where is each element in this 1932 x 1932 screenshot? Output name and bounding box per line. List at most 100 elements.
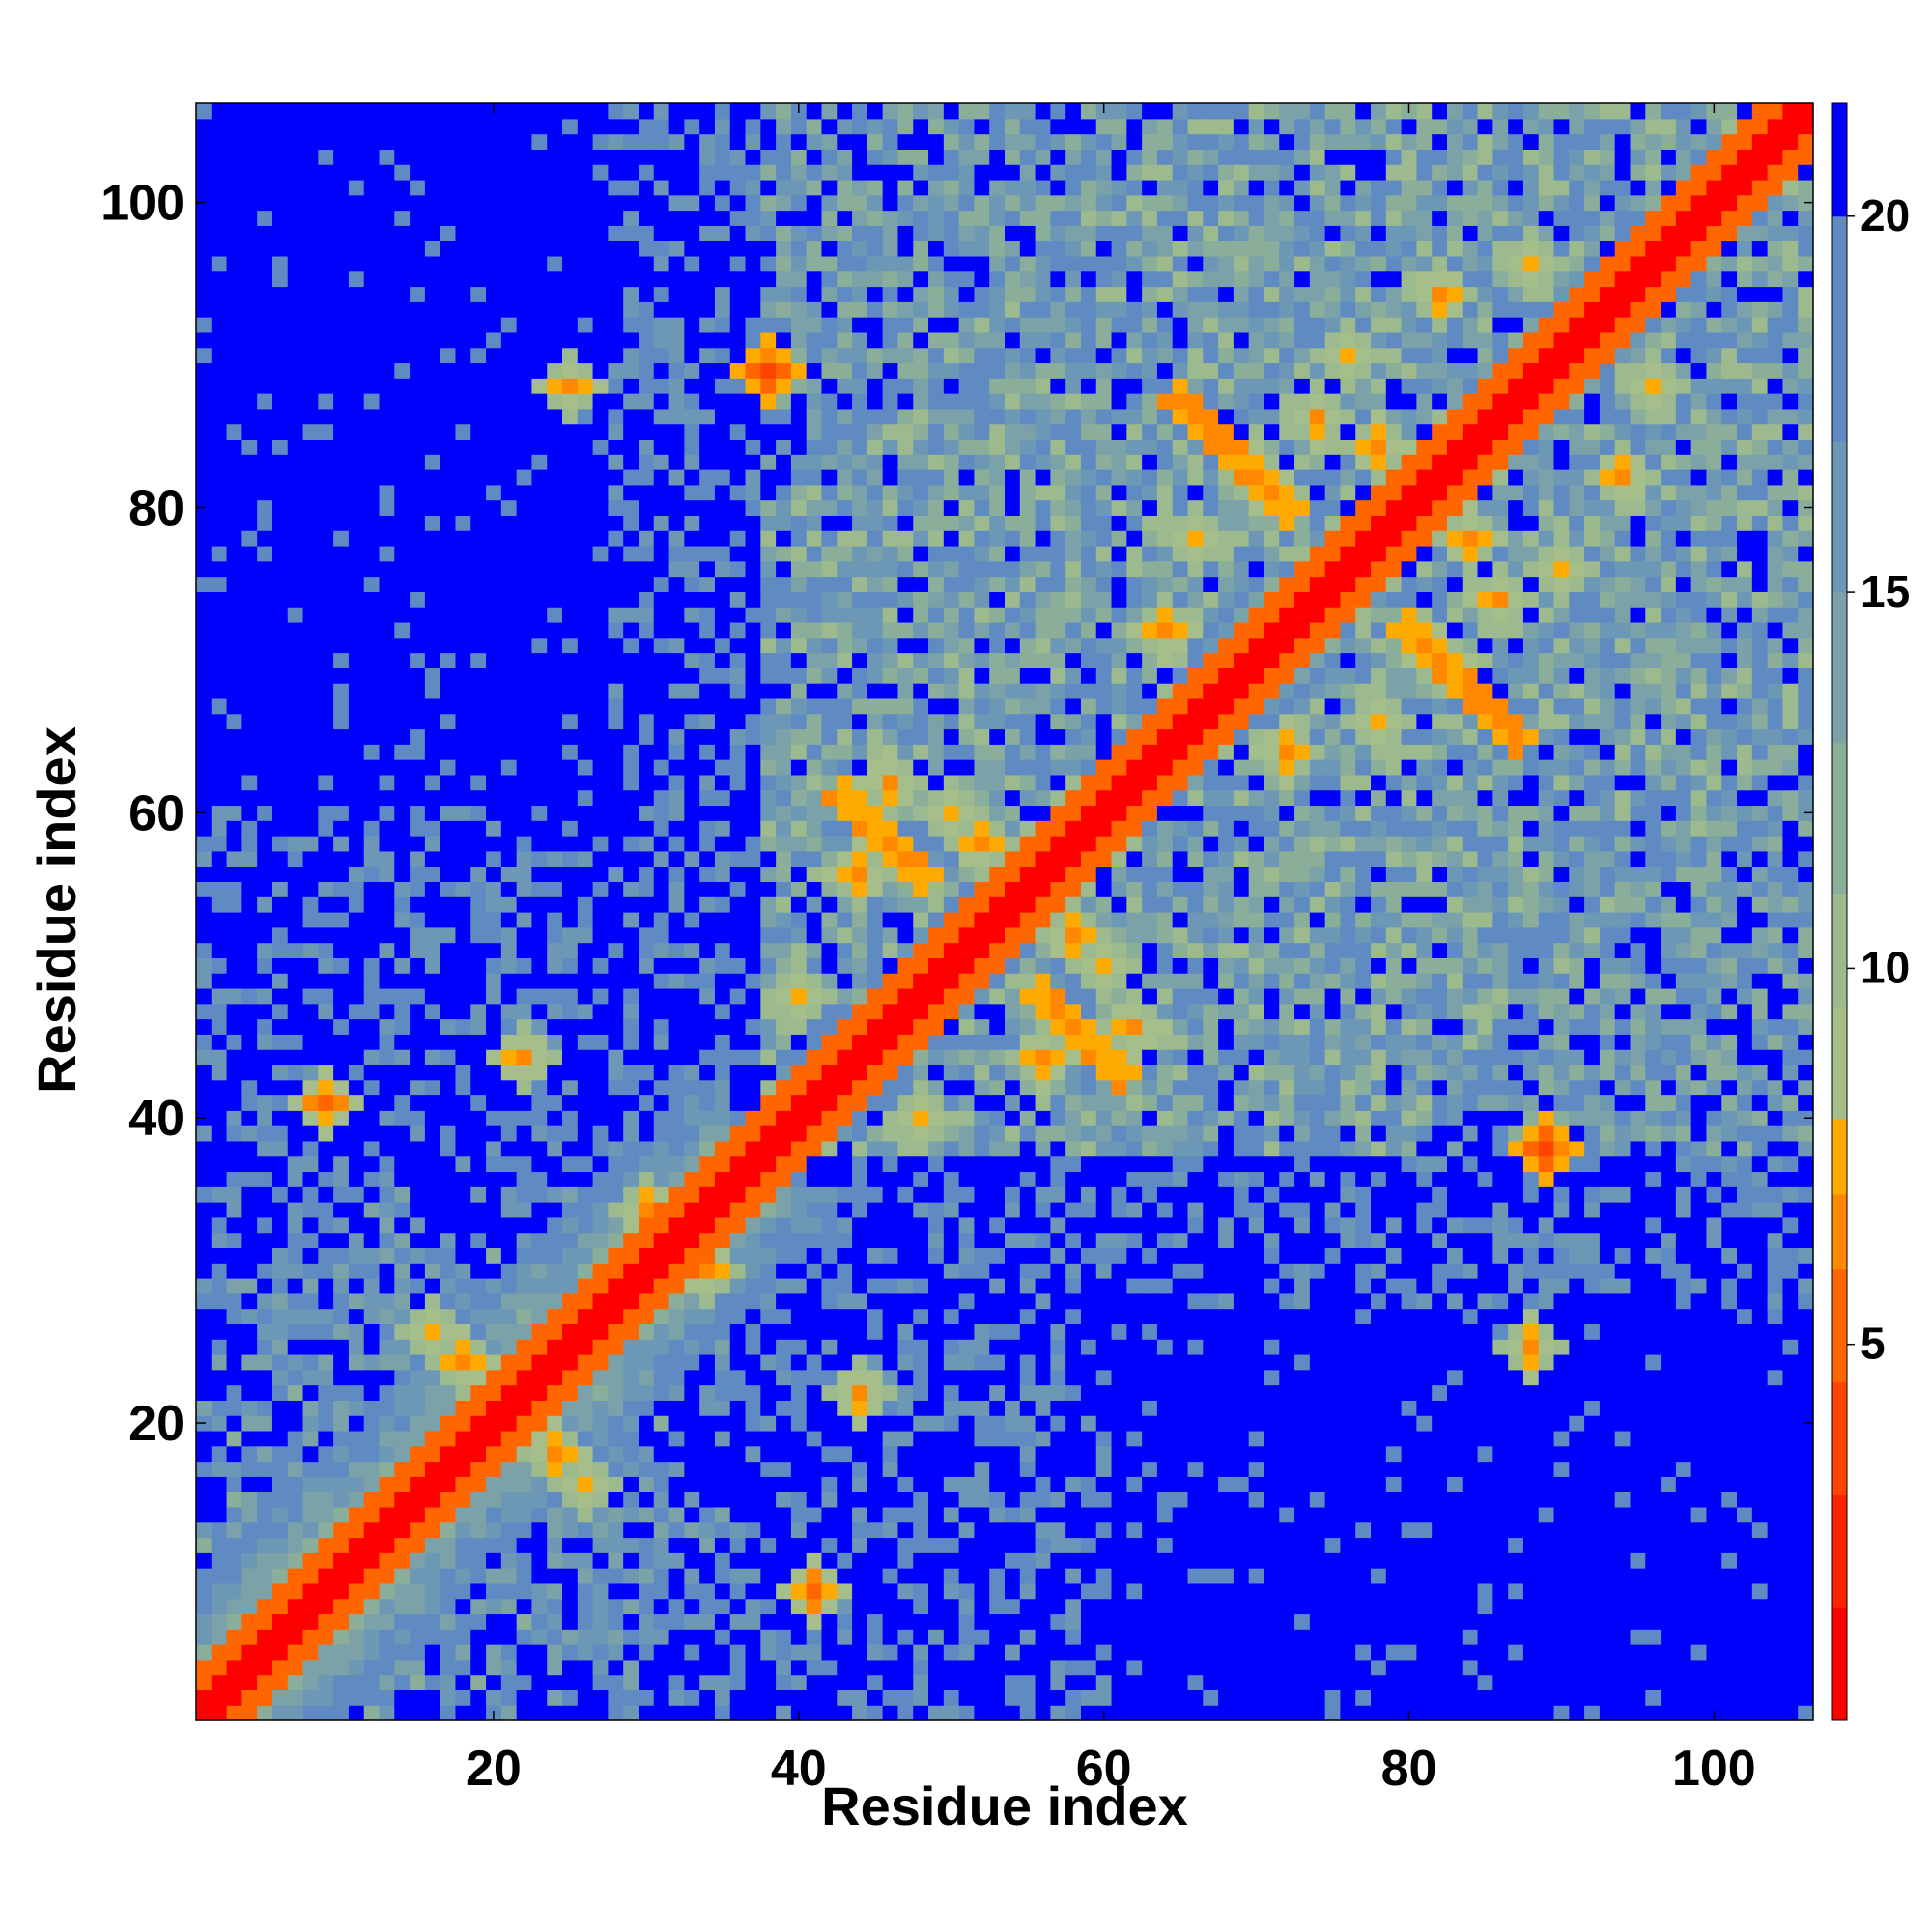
heatmap-cell xyxy=(653,1232,670,1249)
heatmap-cell xyxy=(668,759,685,776)
heatmap-cell xyxy=(500,1369,518,1386)
heatmap-cell xyxy=(745,194,761,212)
heatmap-cell xyxy=(653,1339,670,1355)
heatmap-cell xyxy=(196,454,213,470)
heatmap-cell xyxy=(379,1369,395,1386)
heatmap-cell xyxy=(379,850,395,867)
heatmap-cell xyxy=(455,499,471,516)
heatmap-cell xyxy=(806,926,823,944)
heatmap-cell xyxy=(608,728,624,745)
heatmap-cell xyxy=(821,1613,838,1630)
heatmap-cell xyxy=(547,957,563,974)
heatmap-cell xyxy=(867,1247,884,1264)
heatmap-cell xyxy=(852,668,868,684)
heatmap-cell xyxy=(302,1094,319,1111)
heatmap-cell xyxy=(714,454,731,470)
heatmap-cell xyxy=(699,454,716,470)
heatmap-cell xyxy=(745,1293,761,1310)
heatmap-cell xyxy=(394,286,411,302)
heatmap-cell xyxy=(592,194,609,212)
heatmap-cell xyxy=(882,1049,899,1065)
heatmap-cell xyxy=(867,408,884,425)
heatmap-cell xyxy=(623,1110,639,1126)
heatmap-cell xyxy=(699,1415,716,1432)
heatmap-cell xyxy=(363,1353,381,1371)
heatmap-cell xyxy=(271,576,289,592)
heatmap-cell xyxy=(806,133,823,150)
heatmap-cell xyxy=(608,576,624,592)
heatmap-cell xyxy=(455,194,471,212)
heatmap-cell xyxy=(531,1568,548,1584)
heatmap-cell xyxy=(318,1582,334,1600)
heatmap-cell xyxy=(271,820,289,837)
heatmap-cell xyxy=(776,499,792,516)
heatmap-cell xyxy=(455,1659,471,1676)
heatmap-cell xyxy=(837,759,853,776)
heatmap-cell xyxy=(271,896,289,913)
heatmap-cell xyxy=(211,1506,228,1523)
heatmap-cell xyxy=(653,1613,670,1630)
heatmap-cell xyxy=(867,1308,884,1324)
heatmap-cell xyxy=(500,1353,518,1371)
heatmap-cell xyxy=(547,926,563,944)
heatmap-cell xyxy=(470,393,487,410)
heatmap-cell xyxy=(348,912,365,928)
heatmap-cell xyxy=(608,987,624,1005)
heatmap-cell xyxy=(287,1323,304,1340)
heatmap-cell xyxy=(211,1018,228,1035)
heatmap-cell xyxy=(668,912,685,928)
heatmap-cell xyxy=(211,1674,228,1691)
heatmap-cell xyxy=(608,1659,624,1676)
heatmap-cell xyxy=(287,210,304,226)
heatmap-cell xyxy=(500,133,518,150)
heatmap-cell xyxy=(837,744,853,760)
heatmap-cell xyxy=(821,1308,838,1324)
heatmap-cell xyxy=(592,942,609,958)
heatmap-cell xyxy=(440,133,457,150)
heatmap-cell xyxy=(394,1125,411,1142)
heatmap-cell xyxy=(592,560,609,578)
heatmap-cell xyxy=(348,621,365,639)
heatmap-cell xyxy=(257,164,273,181)
heatmap-cell xyxy=(211,896,228,913)
heatmap-cell xyxy=(668,1155,685,1173)
heatmap-cell xyxy=(333,652,350,668)
heatmap-cell xyxy=(379,987,395,1005)
heatmap-cell xyxy=(547,1110,563,1126)
heatmap-cell xyxy=(470,881,487,897)
heatmap-cell xyxy=(287,1003,304,1020)
heatmap-cell xyxy=(455,378,471,394)
heatmap-cell xyxy=(577,1353,594,1371)
heatmap-cell xyxy=(592,1537,609,1553)
heatmap-cell xyxy=(211,621,228,639)
heatmap-cell xyxy=(562,255,579,272)
heatmap-cell xyxy=(455,1461,471,1477)
heatmap-cell xyxy=(776,179,792,196)
heatmap-cell xyxy=(211,774,228,791)
heatmap-cell xyxy=(500,637,518,654)
heatmap-cell xyxy=(531,1598,548,1615)
heatmap-cell xyxy=(760,194,777,212)
heatmap-cell xyxy=(531,1263,548,1279)
heatmap-cell xyxy=(242,179,258,196)
heatmap-cell xyxy=(516,1216,533,1234)
heatmap-cell xyxy=(348,1568,365,1584)
heatmap-cell xyxy=(882,1293,899,1310)
heatmap-cell xyxy=(867,149,884,165)
heatmap-cell xyxy=(302,1506,319,1523)
heatmap-cell xyxy=(470,1140,487,1157)
heatmap-cell xyxy=(424,241,441,257)
heatmap-cell xyxy=(379,1125,395,1142)
heatmap-cell xyxy=(379,1415,395,1432)
heatmap-cell xyxy=(257,1445,273,1463)
heatmap-cell xyxy=(242,1216,258,1234)
heatmap-cell xyxy=(821,850,838,867)
heatmap-cell xyxy=(547,301,563,318)
heatmap-cell xyxy=(714,1659,731,1676)
heatmap-cell xyxy=(623,836,639,852)
heatmap-cell xyxy=(440,1705,457,1721)
heatmap-cell xyxy=(333,118,350,135)
heatmap-cell xyxy=(410,850,426,867)
heatmap-cell xyxy=(668,987,685,1005)
heatmap-cell xyxy=(455,621,471,639)
